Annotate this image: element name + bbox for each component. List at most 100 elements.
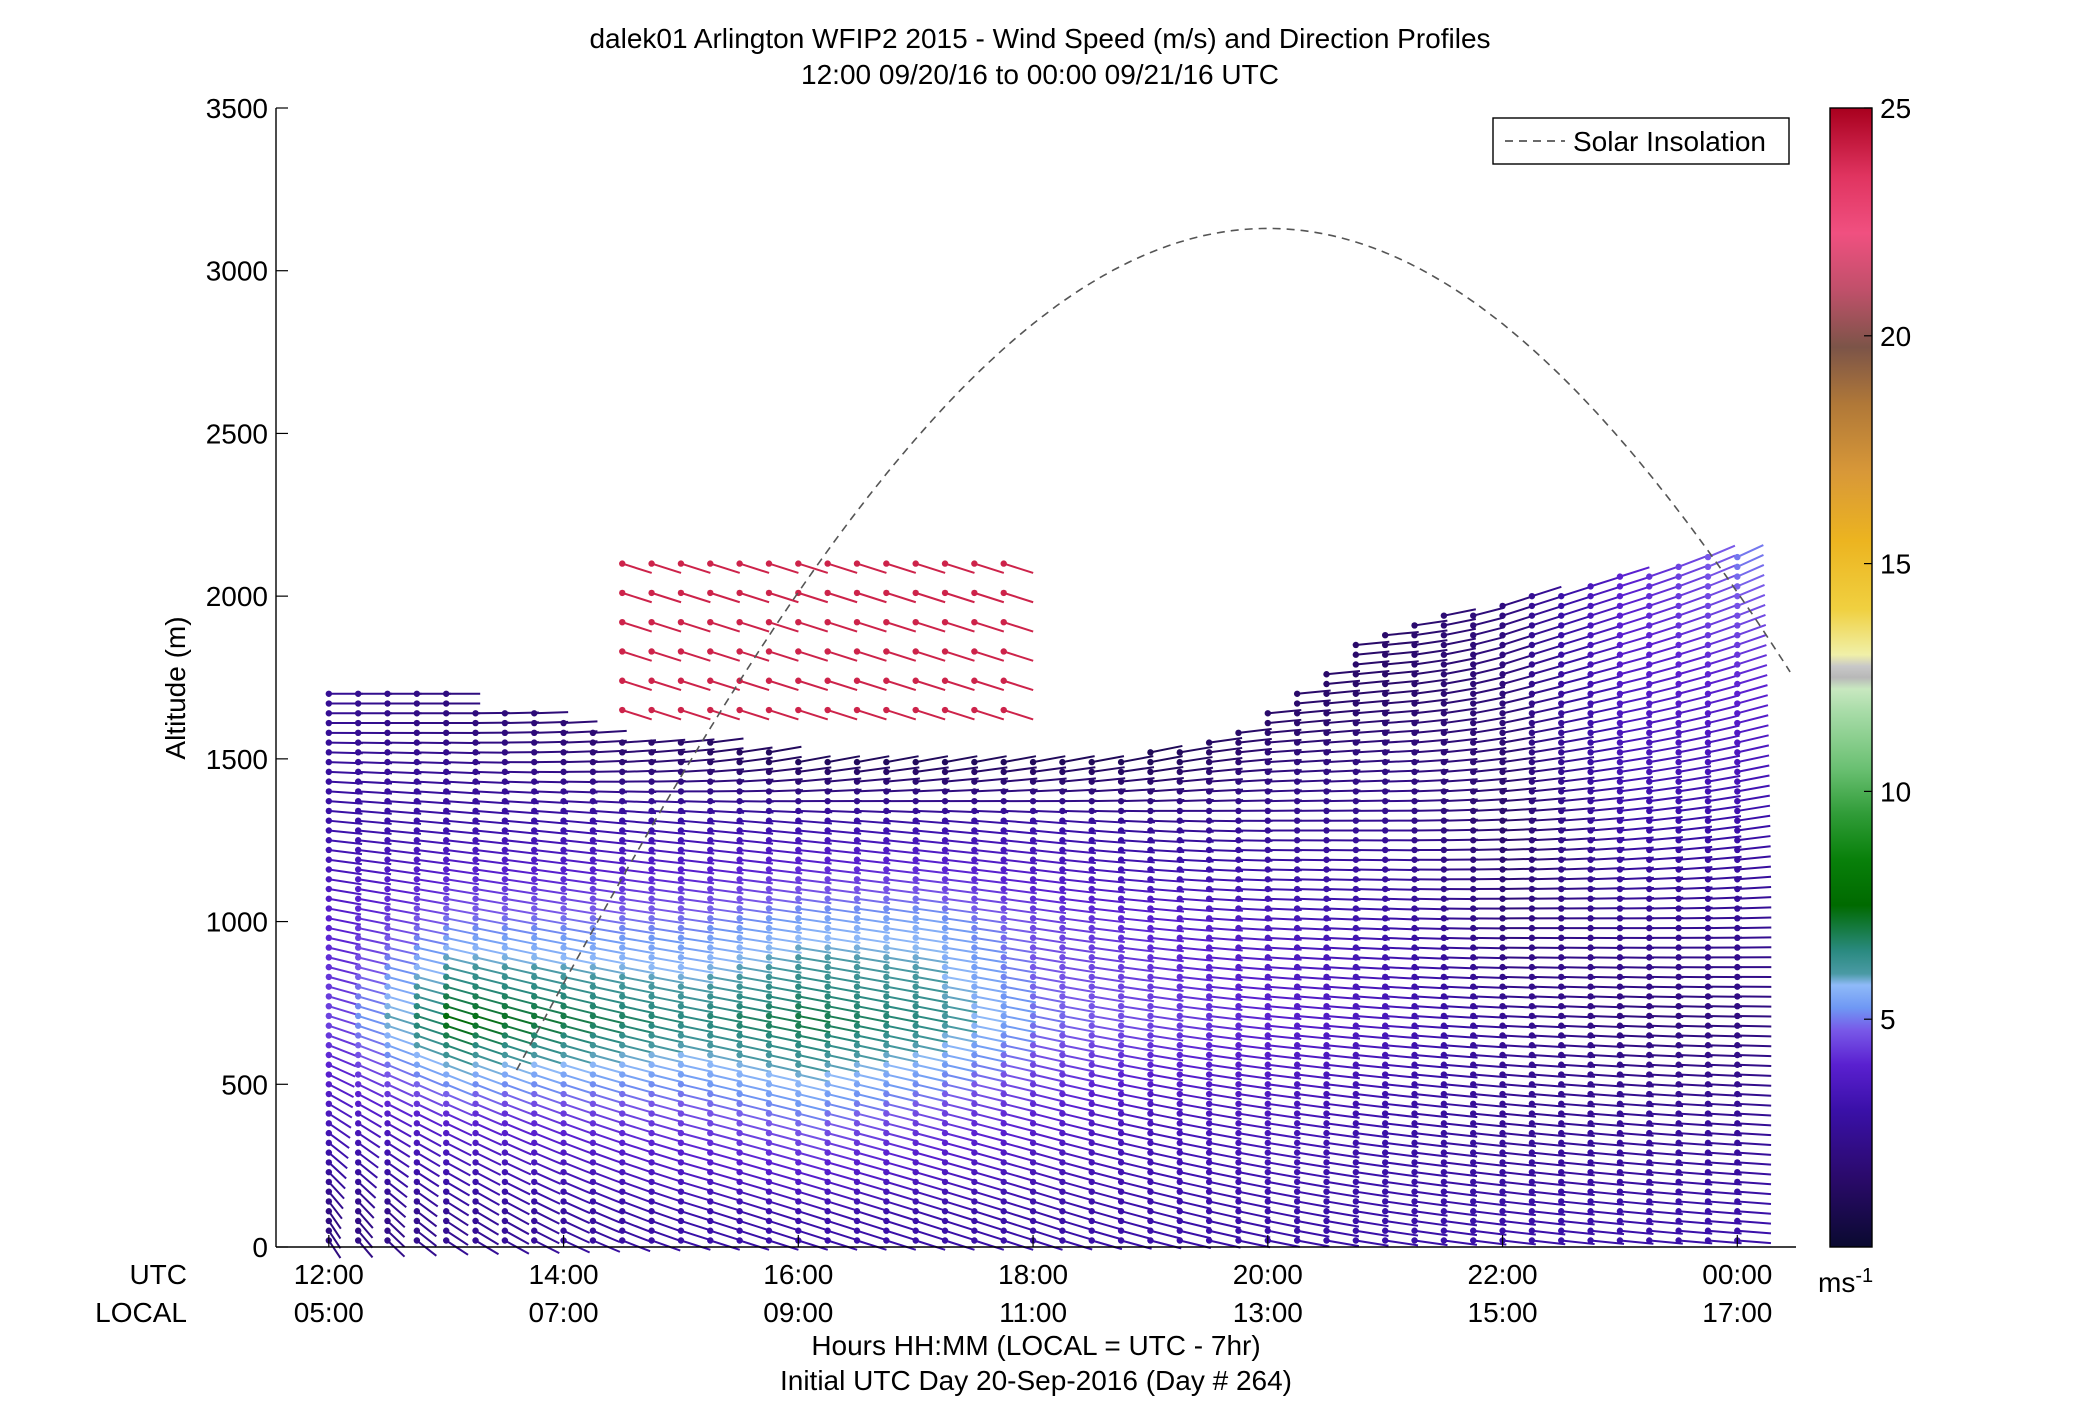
- wind-barb-point: [442, 797, 450, 805]
- wind-barb: [1355, 1112, 1390, 1119]
- wind-barb: [533, 1044, 565, 1056]
- wind-barb-point: [1176, 817, 1183, 824]
- wind-barb-point: [1528, 846, 1536, 854]
- wind-barb-point: [1176, 954, 1183, 961]
- wind-barb-point: [883, 915, 890, 922]
- wind-barb: [386, 1161, 410, 1178]
- wind-barb: [974, 956, 1008, 964]
- wind-barb-point: [736, 797, 743, 805]
- wind-barb: [915, 848, 950, 855]
- wind-barb-point: [1587, 602, 1594, 610]
- wind-barb: [798, 1151, 829, 1163]
- wind-barb-point: [1528, 1178, 1536, 1186]
- wind-barb: [886, 985, 919, 994]
- wind-barb: [1531, 674, 1563, 685]
- wind-barb-point: [472, 963, 479, 971]
- wind-barb: [974, 1239, 1005, 1251]
- wind-barb: [1590, 705, 1623, 715]
- wind-barb-point: [501, 1081, 509, 1088]
- wind-barb-point: [325, 719, 333, 727]
- wind-barb-point: [1117, 758, 1125, 766]
- wind-barb-point: [1470, 1002, 1477, 1010]
- wind-barb-point: [1235, 827, 1242, 834]
- wind-barb-point: [1440, 973, 1448, 981]
- wind-barb-point: [1381, 1237, 1389, 1244]
- wind-barb-point: [531, 1208, 538, 1215]
- wind-barb-point: [1147, 758, 1154, 766]
- wind-barb-point: [1558, 1188, 1565, 1195]
- wind-barb: [1091, 1044, 1125, 1053]
- wind-barb-point: [1323, 876, 1330, 883]
- wind-barb-point: [765, 788, 773, 795]
- wind-barb: [1003, 1132, 1035, 1143]
- wind-barb-point: [619, 924, 626, 932]
- wind-barb: [798, 946, 832, 954]
- wind-barb-point: [824, 1198, 831, 1205]
- wind-barb: [651, 975, 684, 984]
- wind-barb: [1150, 1151, 1183, 1161]
- wind-barb-point: [1205, 1012, 1213, 1020]
- wind-barb-point: [413, 807, 421, 815]
- wind-barb-point: [736, 1012, 743, 1020]
- wind-barb-point: [707, 934, 714, 942]
- wind-barb-point: [1235, 934, 1242, 942]
- wind-barb-point: [1440, 788, 1448, 795]
- wind-barb: [827, 878, 861, 885]
- wind-barb-point: [384, 778, 391, 785]
- wind-barb: [768, 888, 803, 895]
- wind-barb-point: [1235, 856, 1242, 863]
- wind-barb-point: [677, 1022, 685, 1029]
- wind-barb-point: [1352, 680, 1360, 688]
- wind-barb-point: [853, 983, 861, 990]
- wind-barb: [1150, 1180, 1182, 1191]
- wind-barb: [445, 1220, 469, 1237]
- wind-barb-point: [354, 1129, 362, 1137]
- wind-barb-point: [442, 807, 450, 815]
- wind-barb: [827, 917, 861, 925]
- wind-barb-point: [971, 905, 978, 912]
- wind-barb: [328, 829, 363, 835]
- wind-barb-point: [442, 856, 450, 863]
- wind-barb-point: [941, 924, 949, 932]
- wind-barb: [1003, 907, 1037, 915]
- wind-barb-point: [1558, 710, 1565, 717]
- wind-barb-point: [883, 973, 890, 981]
- wind-barb: [1326, 1210, 1360, 1218]
- wind-barb-point: [912, 1168, 919, 1176]
- wind-barb: [386, 1142, 411, 1158]
- wind-barb: [328, 995, 360, 1007]
- wind-barb-point: [1381, 1159, 1389, 1166]
- wind-barb-point: [648, 885, 655, 893]
- wind-barb: [328, 1044, 357, 1057]
- wind-barb-point: [883, 924, 890, 932]
- wind-barb-point: [1352, 1061, 1360, 1068]
- wind-barb: [1120, 1200, 1153, 1211]
- wind-barb-point: [1587, 1051, 1594, 1059]
- wind-barb: [621, 1112, 653, 1124]
- wind-barb-point: [560, 983, 567, 990]
- wind-barb-point: [1088, 1051, 1095, 1059]
- wind-barb-point: [883, 1002, 890, 1010]
- wind-barb: [651, 1229, 681, 1242]
- wind-barb-point: [1117, 954, 1125, 961]
- wind-barb-point: [707, 915, 714, 922]
- wind-barb-point: [1587, 963, 1594, 971]
- wind-barb-point: [1440, 1120, 1448, 1127]
- wind-barb-point: [883, 778, 890, 785]
- wind-barb-point: [795, 827, 802, 834]
- wind-barb-point: [1205, 739, 1213, 746]
- wind-barb-point: [1470, 895, 1477, 902]
- wind-barb-point: [824, 895, 831, 902]
- wind-barb-point: [1235, 1129, 1242, 1137]
- wind-barb: [1091, 1102, 1124, 1112]
- wind-barb: [1472, 655, 1505, 666]
- wind-barb-point: [1440, 778, 1448, 785]
- wind-barb-point: [413, 1178, 421, 1186]
- wind-barb-point: [1381, 1129, 1389, 1137]
- wind-barb-point: [1000, 1012, 1007, 1020]
- wind-barb: [592, 1044, 624, 1055]
- wind-barb: [1238, 1141, 1272, 1150]
- wind-barb: [328, 848, 363, 856]
- wind-barb-point: [912, 1208, 919, 1215]
- wind-barb: [387, 966, 419, 976]
